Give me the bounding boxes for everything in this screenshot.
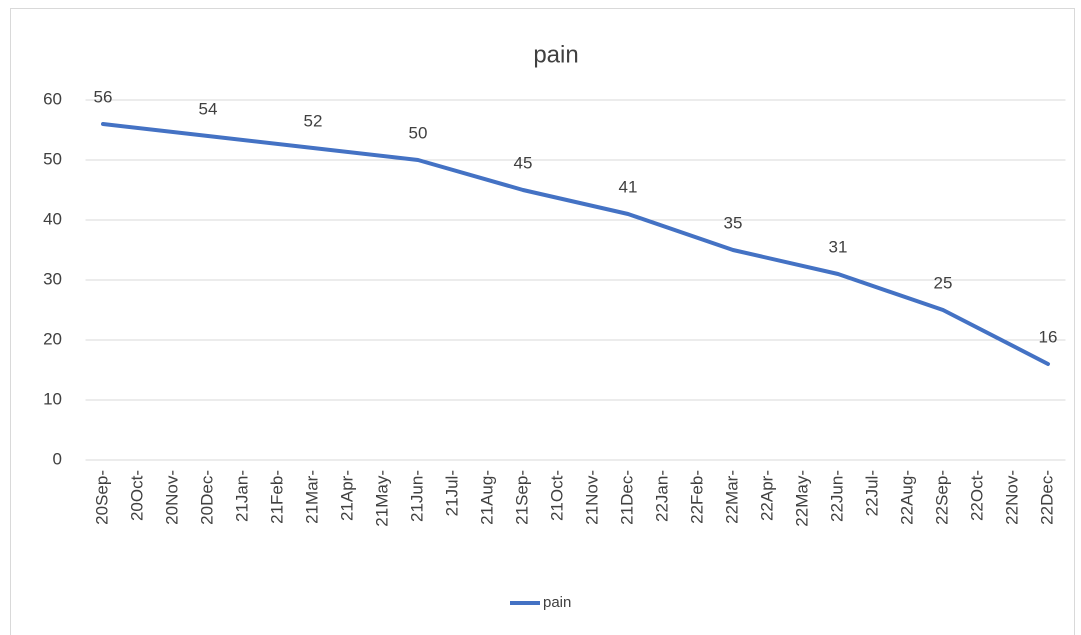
x-tick-label: 22May- — [792, 470, 811, 527]
legend-label: pain — [543, 594, 571, 611]
data-label: 25 — [934, 273, 953, 292]
x-tick-label: 20Oct- — [127, 470, 146, 521]
data-label: 56 — [94, 87, 113, 106]
data-label: 35 — [724, 213, 743, 232]
x-tick-label: 22Dec- — [1037, 470, 1056, 525]
chart-border — [10, 8, 1075, 635]
x-tick-label: 21Sep- — [512, 470, 531, 525]
line — [101, 122, 1050, 366]
data-label: 45 — [514, 153, 533, 172]
y-tick-label: 40 — [43, 209, 62, 228]
x-tick-label: 21Oct- — [547, 470, 566, 521]
data-label: 54 — [199, 99, 218, 118]
data-label: 16 — [1039, 327, 1058, 346]
x-tick-label: 22Nov- — [1002, 470, 1021, 525]
data-label: 41 — [619, 177, 638, 196]
x-tick-label: 20Nov- — [162, 470, 181, 525]
y-tick-label: 20 — [43, 329, 62, 348]
x-tick-label: 21Mar- — [302, 470, 321, 524]
data-label: 52 — [304, 111, 323, 130]
x-tick-label: 22Apr- — [757, 470, 776, 521]
y-tick-label: 60 — [43, 89, 62, 108]
x-tick-label: 22Jun- — [827, 470, 846, 522]
y-tick-label: 10 — [43, 389, 62, 408]
y-tick-label: 30 — [43, 269, 62, 288]
x-tick-label: 21May- — [372, 470, 391, 527]
x-tick-label: 21Feb- — [267, 470, 286, 524]
data-label: 50 — [409, 123, 428, 142]
x-tick-label: 22Mar- — [722, 470, 741, 524]
x-tick-label: 21Dec- — [617, 470, 636, 525]
x-tick-label: 20Sep- — [92, 470, 111, 525]
x-tick-label: 20Dec- — [197, 470, 216, 525]
x-tick-label: 22Oct- — [967, 470, 986, 521]
x-tick-label: 22Sep- — [932, 470, 951, 525]
y-tick-label: 50 — [43, 149, 62, 168]
data-label: 31 — [829, 237, 848, 256]
x-tick-label: 22Aug- — [897, 470, 916, 525]
x-tick-label: 21Nov- — [582, 470, 601, 525]
chart-title: pain — [533, 41, 578, 68]
x-tick-label: 21Jun- — [407, 470, 426, 522]
y-tick-label: 0 — [53, 449, 62, 468]
x-tick-label: 21Aug- — [477, 470, 496, 525]
x-tick-label: 21Apr- — [337, 470, 356, 521]
x-tick-label: 22Feb- — [687, 470, 706, 524]
x-tick-label: 21Jul- — [442, 470, 461, 516]
x-tick-label: 22Jan- — [652, 470, 671, 522]
x-tick-label: 22Jul- — [862, 470, 881, 516]
x-tick-label: 21Jan- — [232, 470, 251, 522]
